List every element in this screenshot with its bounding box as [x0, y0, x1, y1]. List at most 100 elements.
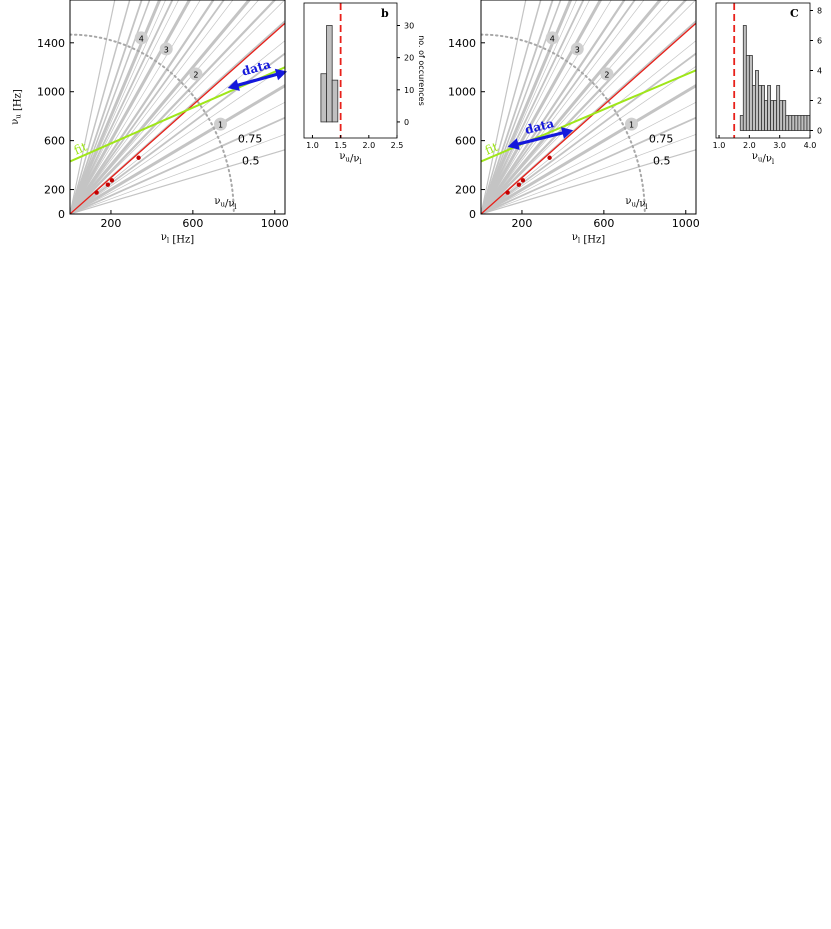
ratio-ray — [70, 83, 285, 214]
x-tick-label: 600 — [593, 217, 614, 230]
y-tick-label: 2 — [817, 97, 822, 106]
histogram-bar — [794, 115, 799, 131]
histogram-bar — [806, 115, 810, 131]
y-tick-label: 600 — [455, 135, 476, 148]
ratio-ray — [481, 52, 696, 214]
x-axis-label: νu/νl — [339, 151, 362, 166]
ratio-ray — [70, 0, 225, 214]
histogram-bar — [767, 85, 771, 131]
y-tick-label: 200 — [455, 184, 476, 197]
y-tick-label: 6 — [817, 37, 822, 46]
histogram-bar — [742, 25, 747, 131]
data-point — [520, 178, 526, 183]
ratio-ray — [481, 0, 542, 214]
hist-area — [733, 3, 810, 138]
ratio-ray — [70, 0, 151, 214]
x-tick-label: 1000 — [261, 217, 289, 230]
histogram-bar — [739, 115, 744, 131]
ratio-ray — [481, 134, 696, 214]
y-tick-label: 8 — [817, 7, 822, 16]
data-point — [516, 182, 522, 187]
ratio-marker-label: 1 — [218, 121, 223, 130]
ratio-ray — [481, 0, 696, 214]
ratio-marker-label: 4 — [139, 34, 144, 43]
ratio-label-05: 0.5 — [242, 154, 260, 167]
ratio-ray — [70, 0, 131, 214]
histogram-bar — [755, 70, 759, 131]
ratio-ray — [70, 0, 174, 214]
panel-label: b — [381, 7, 389, 20]
histogram-panel-b: 1.0 1.5 2.0 2.5 0 10 20 30 νu/νl no. of occurence… — [303, 2, 426, 166]
ratio-arc — [70, 33, 235, 214]
x-tick-label: 200 — [511, 217, 532, 230]
x-axis-label: νl [Hz] — [572, 232, 605, 246]
ratio-ray — [481, 0, 663, 214]
data-point — [505, 190, 510, 195]
histogram-bar — [326, 25, 333, 123]
ratio-label-05: 0.5 — [653, 154, 671, 167]
fit-label: fit — [483, 140, 500, 158]
x-tick-label: 2.0 — [743, 141, 756, 150]
ratio-ray — [481, 0, 554, 214]
ratio-marker — [570, 42, 584, 56]
red-line — [70, 22, 285, 214]
histogram-bar — [331, 79, 339, 123]
ratio-ray — [481, 0, 612, 214]
ratio-ray — [70, 0, 143, 214]
ratio-marker-label: 3 — [575, 45, 580, 54]
ratio-ray — [481, 0, 603, 214]
ratio-ray — [481, 101, 696, 214]
origin-label: 0 — [469, 208, 476, 221]
data-arrow-head-start — [507, 138, 520, 150]
x-tick-label: 2.5 — [391, 141, 404, 150]
ratio-marker — [625, 117, 638, 131]
ratio-ray — [70, 52, 285, 214]
y-axis-label: no. of occurences — [417, 35, 426, 106]
ratio-ray — [70, 0, 179, 214]
ratio-marker-label: 2 — [604, 70, 609, 79]
ratio-ray — [70, 134, 285, 214]
x-tick-label: 2.0 — [362, 141, 375, 150]
data-arrow-head-start — [227, 79, 240, 91]
ratio-ray — [70, 0, 285, 214]
histogram-bar — [758, 85, 762, 131]
ratio-ray — [70, 0, 116, 214]
ratio-marker-label: 2 — [193, 70, 198, 79]
hist-area — [320, 3, 342, 138]
histogram-bar — [782, 100, 787, 131]
ratio-ray — [70, 0, 234, 214]
ratio-ray — [70, 0, 162, 214]
ratio-ray — [70, 0, 252, 214]
histogram-bar — [788, 115, 793, 131]
histogram-bar — [776, 85, 781, 131]
x-tick-label: 1.0 — [713, 141, 726, 150]
ratio-ray — [70, 0, 166, 214]
ratio-ray — [481, 149, 696, 214]
ratio-ray — [481, 0, 590, 214]
data-point — [94, 190, 99, 195]
ratio-ray — [481, 83, 696, 214]
plot-area — [481, 0, 696, 214]
ratio-ray — [70, 116, 285, 214]
panel-label: C — [790, 7, 799, 20]
histogram-bar — [779, 100, 784, 131]
data-arrow-head-end — [274, 68, 288, 81]
y-tick-label: 0 — [817, 127, 822, 136]
fit-label: fit — [72, 139, 90, 157]
y-tick-label: 1400 — [37, 37, 65, 50]
plot-frame — [69, 0, 286, 215]
data-arrow — [515, 130, 566, 147]
y-tick-label: 1000 — [448, 86, 476, 99]
ratio-marker — [214, 117, 227, 131]
histogram-bar — [785, 115, 790, 131]
histogram-bar — [803, 115, 808, 131]
ratio-ray — [70, 0, 201, 214]
ratio-marker-label: 3 — [164, 45, 169, 54]
x-axis-label: νl [Hz] — [161, 232, 194, 246]
histogram-bar — [764, 100, 768, 131]
ratio-ray — [481, 0, 577, 214]
ratio-marker — [159, 42, 173, 56]
